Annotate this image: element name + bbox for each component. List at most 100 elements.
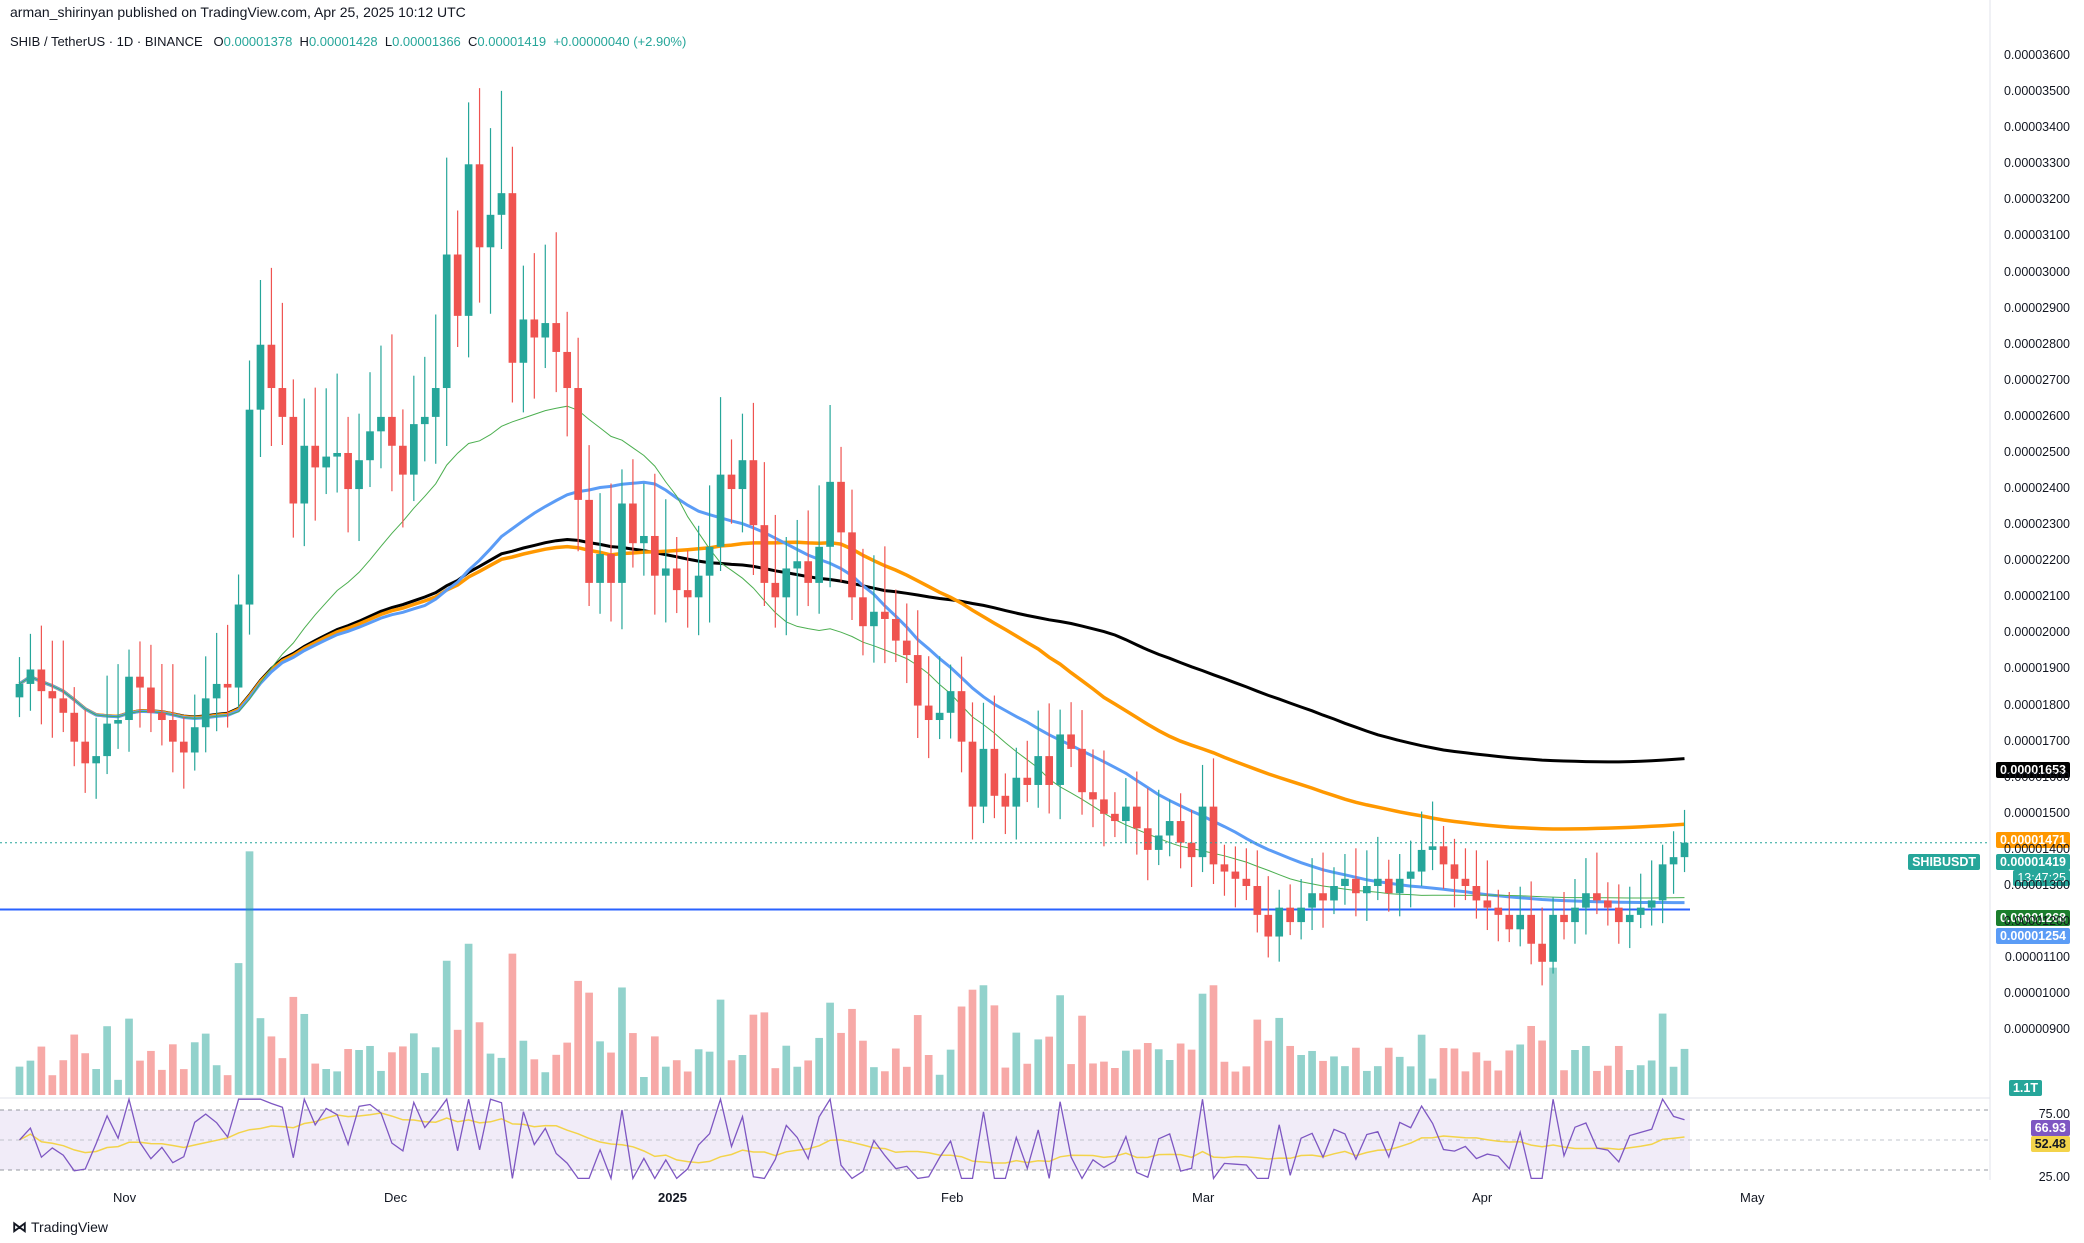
- volume-bar: [1220, 1061, 1229, 1095]
- y-tick-label: 0.00001400: [2003, 841, 2070, 856]
- volume-bar: [738, 1055, 747, 1095]
- candle-body: [1034, 756, 1043, 785]
- volume-bar: [1286, 1045, 1295, 1095]
- candle-body: [924, 705, 933, 721]
- volume-bar: [1231, 1071, 1240, 1095]
- candle-body: [1363, 886, 1371, 894]
- volume-bar: [1242, 1066, 1251, 1095]
- candle-body: [70, 712, 79, 742]
- candle-body: [585, 499, 593, 583]
- volume-bar: [859, 1040, 867, 1095]
- candle-body: [859, 597, 867, 627]
- candle-body: [1582, 893, 1590, 908]
- volume-bar: [585, 992, 593, 1095]
- volume-bar: [1341, 1066, 1349, 1095]
- volume-bar: [179, 1069, 188, 1095]
- volume-bar: [223, 1075, 232, 1095]
- volume-bar: [1538, 1040, 1546, 1095]
- y-tick-label: 0.00002400: [2003, 481, 2070, 496]
- volume-bar: [1406, 1066, 1415, 1095]
- candle-body: [1297, 907, 1305, 923]
- rsi-ma-badge: 52.48: [2030, 1136, 2070, 1152]
- volume-bar: [640, 1077, 648, 1095]
- volume-bar: [201, 1033, 210, 1095]
- volume-bar: [37, 1046, 46, 1095]
- rsi-band: [0, 1110, 1690, 1170]
- candle-body: [650, 535, 659, 576]
- volume-bar: [541, 1072, 550, 1095]
- candle-body: [158, 712, 166, 721]
- candle-body: [377, 416, 385, 432]
- candle-body: [618, 503, 626, 583]
- y-tick-label: 0.00002800: [2003, 336, 2070, 351]
- tradingview-brand[interactable]: ⋈ TradingView: [12, 1218, 108, 1236]
- y-tick-label: 0.00000900: [2003, 1022, 2070, 1037]
- volume-bar: [1658, 1013, 1667, 1095]
- volume-badge: 1.1T: [2008, 1080, 2042, 1096]
- candle-body: [289, 416, 298, 504]
- volume-bar: [891, 1048, 900, 1095]
- volume-bar: [760, 1012, 769, 1095]
- volume-bar: [1373, 1066, 1382, 1095]
- candle-body: [92, 756, 100, 764]
- candle-body: [311, 445, 320, 468]
- candle-body: [870, 611, 878, 627]
- volume-bar: [464, 943, 473, 1095]
- candle-body: [760, 525, 769, 583]
- x-label-nov: Nov: [113, 1190, 137, 1205]
- volume-bar: [716, 999, 725, 1095]
- volume-bar: [650, 1036, 659, 1095]
- volume-bar: [1264, 1040, 1273, 1095]
- y-tick-label: 0.00002700: [2003, 372, 2070, 387]
- candle-body: [1472, 886, 1481, 901]
- candle-body: [1417, 849, 1426, 872]
- volume-bar: [1505, 1050, 1514, 1095]
- volume-bar: [1330, 1056, 1338, 1095]
- volume-bar: [990, 1005, 999, 1095]
- candle-body: [333, 452, 341, 457]
- candle-body: [486, 214, 495, 248]
- volume-bar: [629, 1033, 637, 1095]
- candle-body: [1001, 795, 1010, 807]
- candle-body: [815, 546, 823, 583]
- volume-bar: [508, 953, 517, 1095]
- volume-bar: [1253, 1019, 1262, 1095]
- volume-bar: [968, 989, 977, 1095]
- volume-bar: [1012, 1032, 1021, 1095]
- volume-bar: [333, 1071, 341, 1095]
- volume-bar: [727, 1060, 736, 1095]
- y-tick-label: 0.00002600: [2003, 408, 2070, 423]
- candle-body: [1231, 871, 1240, 879]
- candle-body: [136, 676, 144, 688]
- candle-body: [1483, 900, 1492, 908]
- candle-body: [1604, 900, 1612, 908]
- symbol-label[interactable]: SHIB / TetherUS · 1D · BINANCE: [10, 34, 203, 49]
- candle-body: [661, 568, 670, 576]
- candle-body: [1023, 777, 1032, 785]
- x-label-feb: Feb: [941, 1190, 964, 1205]
- ma20-badge: 0.00001268: [1995, 910, 2070, 926]
- candle-body: [267, 344, 276, 389]
- candle-body: [574, 388, 582, 500]
- candle-body: [48, 691, 57, 699]
- candle-body: [1373, 878, 1382, 887]
- y-tick-label: 0.00003000: [2003, 264, 2070, 279]
- candle-body: [596, 554, 604, 583]
- candle-body: [1122, 806, 1130, 822]
- volume-bar: [453, 1029, 462, 1095]
- y-tick-label: 0.00001100: [2004, 950, 2070, 965]
- volume-bar: [607, 1052, 615, 1095]
- candle-body: [1384, 878, 1393, 894]
- candle-body: [913, 655, 922, 706]
- candle-body: [1658, 864, 1667, 901]
- y-tick-label: 0.00002900: [2003, 300, 2070, 315]
- candle-body: [683, 590, 692, 598]
- candle-body: [1154, 835, 1163, 850]
- high-value: 0.00001428: [308, 34, 378, 49]
- volume-bar: [234, 963, 243, 1095]
- candle-body: [442, 254, 451, 389]
- candle-body: [902, 640, 911, 656]
- volume-bar: [1111, 1068, 1119, 1095]
- candle-body: [1505, 914, 1514, 930]
